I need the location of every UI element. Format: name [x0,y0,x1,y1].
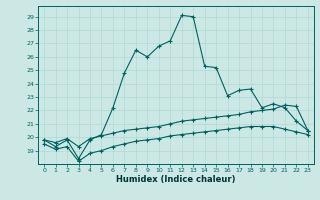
X-axis label: Humidex (Indice chaleur): Humidex (Indice chaleur) [116,175,236,184]
